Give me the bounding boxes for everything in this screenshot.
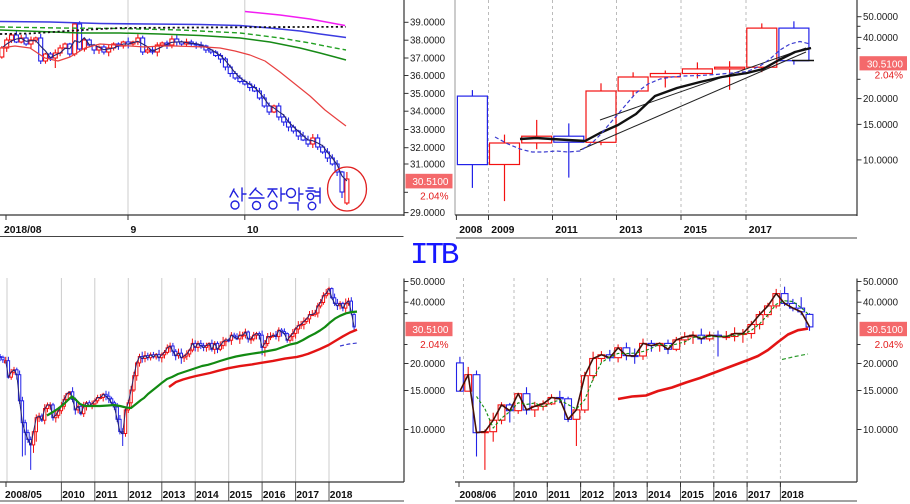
svg-text:9: 9	[131, 225, 137, 236]
svg-text:20.0000: 20.0000	[410, 359, 446, 370]
svg-text:31.0000: 31.0000	[410, 159, 446, 170]
svg-text:2013: 2013	[163, 490, 186, 501]
svg-text:30.5100: 30.5100	[412, 325, 449, 336]
svg-text:32.0000: 32.0000	[410, 143, 446, 154]
svg-text:2008/06: 2008/06	[460, 490, 497, 501]
svg-text:2018: 2018	[330, 490, 353, 501]
svg-text:29.0000: 29.0000	[410, 208, 446, 219]
svg-text:2015: 2015	[230, 490, 253, 501]
svg-text:2017: 2017	[749, 225, 772, 236]
svg-text:20.0000: 20.0000	[863, 359, 899, 370]
svg-text:2014: 2014	[196, 490, 219, 501]
svg-text:30.5100: 30.5100	[412, 177, 449, 188]
svg-text:34.0000: 34.0000	[410, 107, 446, 118]
svg-text:2012: 2012	[129, 490, 152, 501]
svg-text:20.0000: 20.0000	[863, 94, 899, 105]
svg-text:2013: 2013	[619, 225, 642, 236]
svg-text:38.0000: 38.0000	[410, 36, 446, 47]
svg-text:2013: 2013	[615, 490, 638, 501]
svg-text:2016: 2016	[715, 490, 738, 501]
svg-text:2010: 2010	[62, 490, 85, 501]
svg-text:2014: 2014	[648, 490, 671, 501]
svg-text:2008/05: 2008/05	[5, 490, 42, 501]
svg-text:33.0000: 33.0000	[410, 125, 446, 136]
svg-text:2011: 2011	[548, 490, 570, 501]
svg-text:15.0000: 15.0000	[863, 386, 899, 397]
svg-text:40.0000: 40.0000	[863, 33, 899, 44]
svg-text:15.0000: 15.0000	[410, 386, 446, 397]
svg-text:2.04%: 2.04%	[875, 340, 903, 351]
svg-text:2018/08: 2018/08	[4, 225, 42, 236]
svg-text:2011: 2011	[96, 490, 118, 501]
svg-text:10.0000: 10.0000	[410, 425, 446, 436]
svg-text:40.0000: 40.0000	[410, 298, 446, 309]
svg-text:2016: 2016	[263, 490, 286, 501]
svg-text:2.04%: 2.04%	[420, 340, 448, 351]
svg-text:2017: 2017	[748, 490, 771, 501]
svg-text:2009: 2009	[491, 225, 514, 236]
svg-text:40.0000: 40.0000	[863, 298, 899, 309]
svg-text:50.0000: 50.0000	[863, 12, 899, 23]
svg-text:10.0000: 10.0000	[863, 425, 899, 436]
svg-text:35.0000: 35.0000	[410, 89, 446, 100]
svg-text:30.5100: 30.5100	[867, 59, 904, 70]
svg-text:2.04%: 2.04%	[875, 70, 903, 81]
svg-text:50.0000: 50.0000	[863, 277, 899, 288]
svg-text:39.0000: 39.0000	[410, 18, 446, 29]
svg-text:2008: 2008	[459, 225, 482, 236]
svg-text:2015: 2015	[681, 490, 704, 501]
svg-text:2015: 2015	[684, 225, 707, 236]
svg-text:2018: 2018	[781, 490, 804, 501]
svg-text:15.0000: 15.0000	[863, 120, 899, 131]
svg-text:10.0000: 10.0000	[863, 155, 899, 166]
svg-text:2011: 2011	[555, 225, 578, 236]
svg-text:37.0000: 37.0000	[410, 53, 446, 64]
svg-text:2010: 2010	[515, 490, 538, 501]
svg-text:2.04%: 2.04%	[420, 192, 448, 203]
svg-text:2012: 2012	[581, 490, 604, 501]
svg-text:ITB: ITB	[410, 238, 459, 273]
svg-text:30.5100: 30.5100	[867, 325, 904, 336]
svg-text:50.0000: 50.0000	[410, 277, 446, 288]
svg-text:2017: 2017	[296, 490, 319, 501]
svg-text:10: 10	[247, 225, 259, 236]
svg-text:36.0000: 36.0000	[410, 71, 446, 82]
